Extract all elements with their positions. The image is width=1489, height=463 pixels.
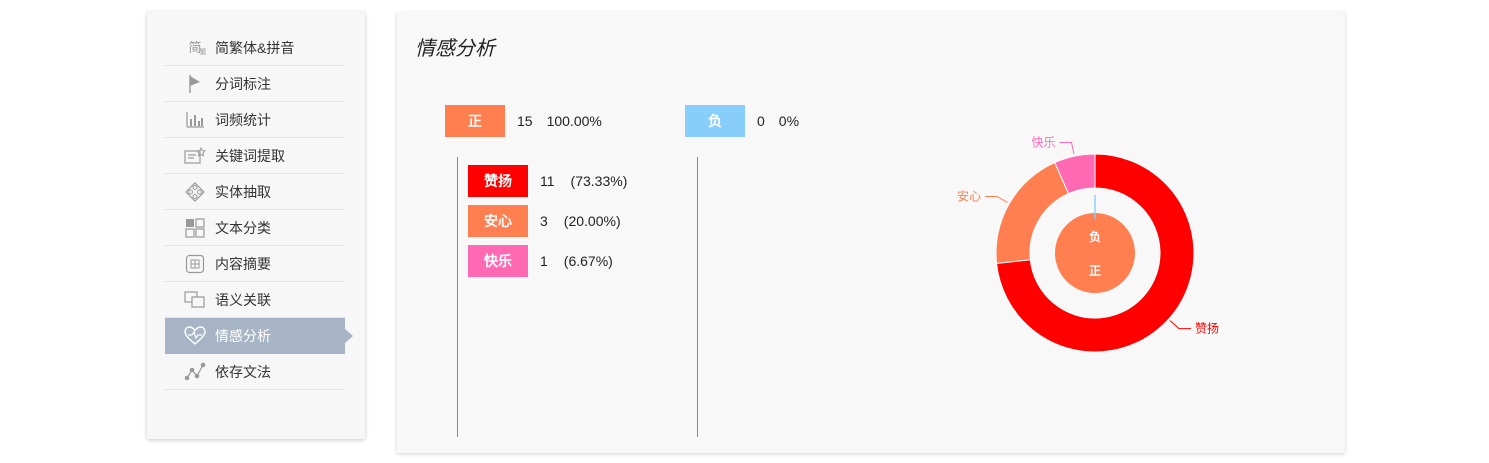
emotion-percent: (73.33%) bbox=[570, 173, 628, 189]
emotion-row-happy: 快乐 1 (6.67%) bbox=[468, 245, 613, 277]
positive-summary: 正 15 100.00% bbox=[445, 105, 602, 137]
sidebar-item-segmentation[interactable]: 分词标注 bbox=[165, 66, 345, 102]
positive-percent: 100.00% bbox=[546, 113, 602, 129]
sidebar-item-label: 词频统计 bbox=[215, 111, 271, 128]
emotion-count: 11 bbox=[540, 173, 555, 189]
outer-slice-label-0: 赞扬 bbox=[1195, 321, 1219, 336]
sidebar-item-word-frequency[interactable]: 词频统计 bbox=[165, 102, 345, 138]
emotion-row-relief: 安心 3 (20.00%) bbox=[468, 205, 621, 237]
inner-slice-label-0: 正 bbox=[1089, 264, 1101, 278]
outer-slice-0[interactable] bbox=[995, 153, 1195, 353]
summary-icon bbox=[184, 253, 206, 275]
outer-slice-leader-1 bbox=[985, 196, 1008, 203]
sidebar-item-label: 实体抽取 bbox=[215, 183, 271, 200]
sentiment-donut-chart: 赞扬 安心 快乐正 负 bbox=[957, 135, 1219, 353]
sidebar-item-dependency-grammar[interactable]: 依存文法 bbox=[165, 354, 345, 390]
sidebar-item-keyword-extract[interactable]: 关键词提取 bbox=[165, 138, 345, 174]
sidebar-item-semantic-association[interactable]: 语义关联 bbox=[165, 282, 345, 318]
link-squares-icon bbox=[184, 289, 206, 311]
sidebar-item-label: 内容摘要 bbox=[215, 255, 271, 272]
sidebar-item-label: 依存文法 bbox=[215, 363, 271, 380]
sidebar-item-label: 关键词提取 bbox=[215, 147, 285, 164]
sidebar: 简繁 简繁体&拼音 分词标注 词频统计 关键词提取 实 bbox=[147, 12, 365, 439]
outer-slice-2[interactable] bbox=[1054, 153, 1096, 195]
outer-slice-label-1: 安心 bbox=[957, 189, 981, 204]
emotion-count: 3 bbox=[540, 213, 548, 229]
sidebar-item-text-classification[interactable]: 文本分类 bbox=[165, 210, 345, 246]
outer-slice-leader-2 bbox=[1059, 141, 1075, 155]
outer-slice-leader-0 bbox=[1169, 320, 1191, 330]
sidebar-item-label: 语义关联 bbox=[215, 291, 271, 308]
icon-glyph: 简 bbox=[188, 40, 202, 55]
negative-count: 0 bbox=[757, 113, 765, 129]
sidebar-item-sentiment-analysis[interactable]: 情感分析 bbox=[165, 318, 353, 354]
flag-icon bbox=[184, 73, 206, 95]
sentiment-panel: 情感分析 正 15 100.00% 负 0 0% 赞扬 11 (73.33%) … bbox=[397, 12, 1345, 453]
positive-divider bbox=[457, 157, 458, 437]
sidebar-item-label: 文本分类 bbox=[215, 219, 271, 236]
keyword-extract-icon bbox=[184, 145, 206, 167]
negative-percent: 0% bbox=[778, 113, 800, 129]
emotion-percent: (20.00%) bbox=[563, 213, 621, 229]
sidebar-nav: 简繁 简繁体&拼音 分词标注 词频统计 关键词提取 实 bbox=[165, 30, 353, 390]
grid-icon bbox=[184, 217, 206, 239]
negative-badge: 负 bbox=[685, 105, 745, 137]
positive-badge: 正 bbox=[445, 105, 505, 137]
emotion-badge: 快乐 bbox=[468, 245, 528, 277]
entity-icon bbox=[184, 181, 206, 203]
emotion-badge: 赞扬 bbox=[468, 165, 528, 197]
inner-slice-label-1: 负 bbox=[1089, 229, 1101, 244]
heart-icon bbox=[184, 325, 206, 347]
emotion-row-praise: 赞扬 11 (73.33%) bbox=[468, 165, 627, 197]
simplified-traditional-icon: 简繁 bbox=[184, 37, 206, 59]
emotion-count: 1 bbox=[540, 253, 548, 269]
sidebar-item-label: 分词标注 bbox=[215, 75, 271, 92]
negative-summary: 负 0 0% bbox=[685, 105, 799, 137]
sidebar-item-entity-extract[interactable]: 实体抽取 bbox=[165, 174, 345, 210]
positive-count: 15 bbox=[517, 113, 533, 129]
inner-slice-0[interactable] bbox=[1055, 213, 1135, 293]
negative-divider bbox=[697, 157, 698, 437]
icon-sub-glyph: 繁 bbox=[199, 49, 207, 56]
emotion-badge: 安心 bbox=[468, 205, 528, 237]
page-title: 情感分析 bbox=[415, 38, 495, 60]
sidebar-item-content-summary[interactable]: 内容摘要 bbox=[165, 246, 345, 282]
graph-icon bbox=[184, 361, 206, 383]
emotion-percent: (6.67%) bbox=[563, 253, 613, 269]
sidebar-item-simplified-traditional[interactable]: 简繁 简繁体&拼音 bbox=[165, 30, 345, 66]
outer-slice-label-2: 快乐 bbox=[1031, 135, 1055, 149]
bar-chart-icon bbox=[184, 109, 206, 131]
sidebar-item-label: 情感分析 bbox=[215, 327, 271, 344]
sidebar-item-label: 简繁体&拼音 bbox=[215, 39, 295, 56]
